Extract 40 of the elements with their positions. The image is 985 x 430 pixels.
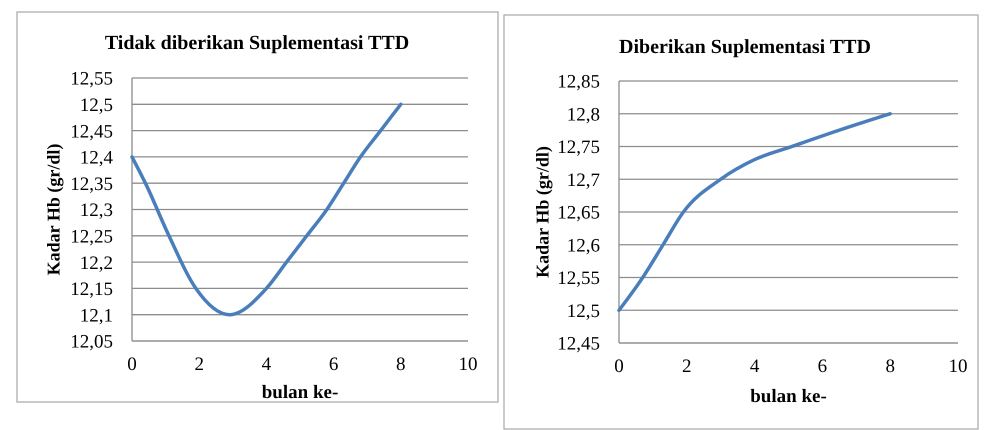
x-tick-label: 0 bbox=[614, 356, 624, 377]
x-tick-label: 6 bbox=[818, 356, 828, 377]
y-axis-title: Kadar Hb (gr/dl) bbox=[43, 144, 64, 276]
x-tick-label: 2 bbox=[682, 356, 692, 377]
x-tick-label: 10 bbox=[948, 356, 968, 377]
y-tick-label: 12,55 bbox=[70, 68, 113, 90]
y-tick-label: 12,05 bbox=[70, 332, 113, 353]
x-tick-label: 8 bbox=[885, 356, 895, 377]
y-tick-label: 12,3 bbox=[80, 200, 113, 222]
line-series bbox=[130, 102, 403, 316]
y-tick-label: 12,2 bbox=[80, 252, 113, 274]
y-tick-label: 12,35 bbox=[70, 174, 113, 195]
x-tick-label: 6 bbox=[328, 354, 338, 375]
y-tick-label: 12,5 bbox=[80, 94, 113, 116]
y-tick-label: 12,25 bbox=[70, 226, 113, 248]
y-tick-label: 12,4 bbox=[80, 148, 114, 169]
line-series bbox=[617, 112, 892, 312]
y-tick-label: 12,55 bbox=[557, 268, 600, 290]
y-tick-label: 12,8 bbox=[566, 104, 600, 126]
x-tick-label: 8 bbox=[396, 354, 406, 375]
x-tick-label: 2 bbox=[194, 354, 204, 375]
y-axis-title: Kadar Hb (gr/dl) bbox=[532, 146, 552, 278]
y-tick-label: 12,5 bbox=[566, 300, 600, 322]
x-tick-label: 10 bbox=[458, 354, 478, 375]
y-tick-label: 12,7 bbox=[566, 170, 600, 191]
y-tick-label: 12,45 bbox=[557, 334, 600, 355]
x-axis-title: bulan ke- bbox=[750, 386, 827, 407]
y-tick-label: 12,45 bbox=[70, 121, 113, 142]
y-tick-label: 12,6 bbox=[566, 235, 600, 256]
chart-title: Diberikan Suplementasi TTD bbox=[619, 36, 871, 58]
y-tick-label: 12,65 bbox=[557, 202, 600, 224]
y-tick-label: 12,85 bbox=[557, 72, 600, 93]
x-axis-title: bulan ke- bbox=[262, 382, 338, 403]
x-tick-label: 4 bbox=[262, 354, 272, 375]
y-tick-label: 12,1 bbox=[80, 305, 113, 326]
x-tick-label: 4 bbox=[750, 356, 760, 377]
y-tick-label: 12,15 bbox=[70, 279, 113, 300]
y-tick-label: 12,75 bbox=[557, 137, 600, 158]
x-tick-label: 0 bbox=[127, 354, 137, 375]
chart-title: Tidak diberikan Suplementasi TTD bbox=[104, 32, 410, 54]
